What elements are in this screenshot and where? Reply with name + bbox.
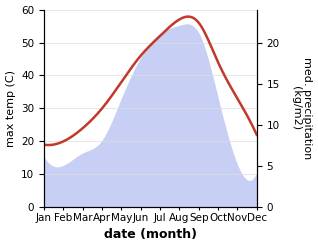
Y-axis label: max temp (C): max temp (C): [5, 70, 16, 147]
X-axis label: date (month): date (month): [104, 228, 197, 242]
Y-axis label: med. precipitation
(kg/m2): med. precipitation (kg/m2): [291, 57, 313, 160]
